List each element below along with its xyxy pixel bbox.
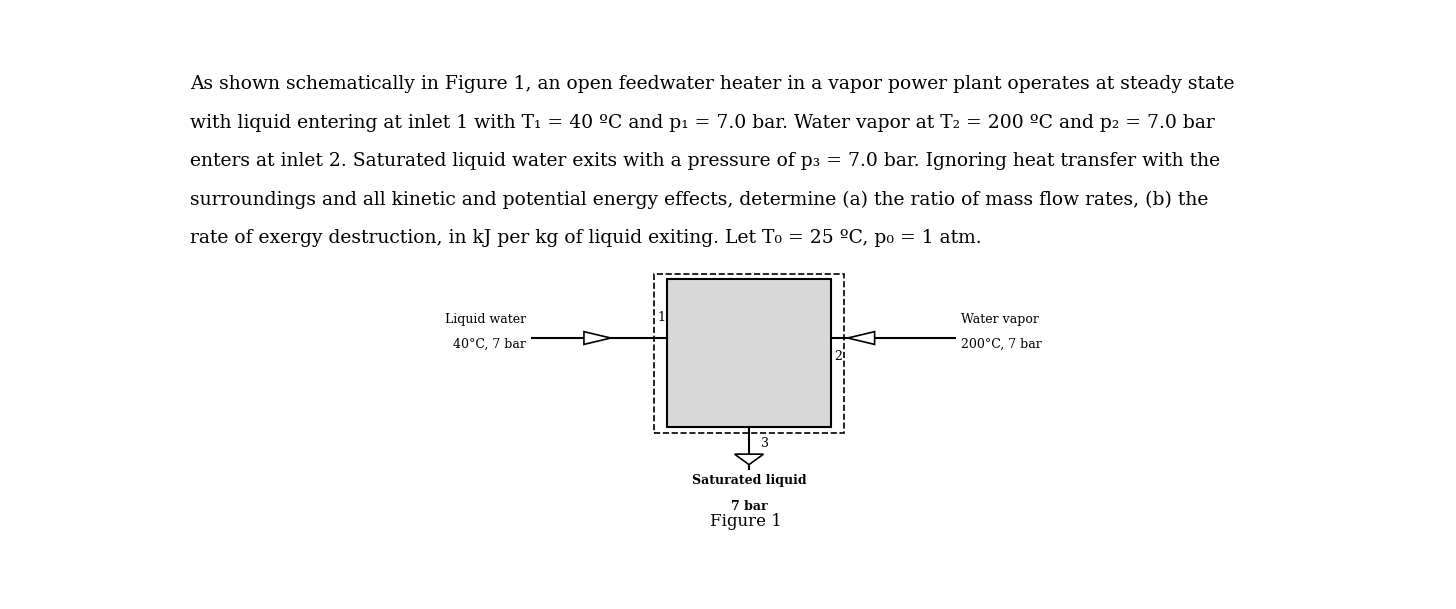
- Text: Water vapor: Water vapor: [961, 313, 1038, 326]
- Polygon shape: [584, 332, 612, 345]
- Bar: [654, 274, 844, 433]
- Text: 200°C, 7 bar: 200°C, 7 bar: [961, 338, 1041, 351]
- Text: with liquid entering at inlet 1 with T₁ = 40 ºC and p₁ = 7.0 bar. Water vapor at: with liquid entering at inlet 1 with T₁ …: [189, 114, 1214, 132]
- Polygon shape: [847, 332, 875, 345]
- Text: rate of exergy destruction, in kJ per kg of liquid exiting. Let T₀ = 25 ºC, p₀ =: rate of exergy destruction, in kJ per kg…: [189, 229, 981, 247]
- Text: 2: 2: [834, 350, 842, 363]
- Bar: [667, 280, 831, 427]
- Text: Liquid water: Liquid water: [446, 313, 526, 326]
- Text: 1: 1: [657, 311, 665, 324]
- Text: Saturated liquid: Saturated liquid: [692, 474, 807, 487]
- Text: 3: 3: [761, 437, 769, 449]
- Text: As shown schematically in Figure 1, an open feedwater heater in a vapor power pl: As shown schematically in Figure 1, an o…: [189, 76, 1235, 93]
- Text: surroundings and all kinetic and potential energy effects, determine (a) the rat: surroundings and all kinetic and potenti…: [189, 191, 1208, 209]
- Text: enters at inlet 2. Saturated liquid water exits with a pressure of p₃ = 7.0 bar.: enters at inlet 2. Saturated liquid wate…: [189, 152, 1220, 171]
- Text: 7 bar: 7 bar: [731, 500, 767, 513]
- Text: Figure 1: Figure 1: [711, 513, 782, 530]
- Polygon shape: [735, 454, 763, 465]
- Text: 40°C, 7 bar: 40°C, 7 bar: [453, 338, 526, 351]
